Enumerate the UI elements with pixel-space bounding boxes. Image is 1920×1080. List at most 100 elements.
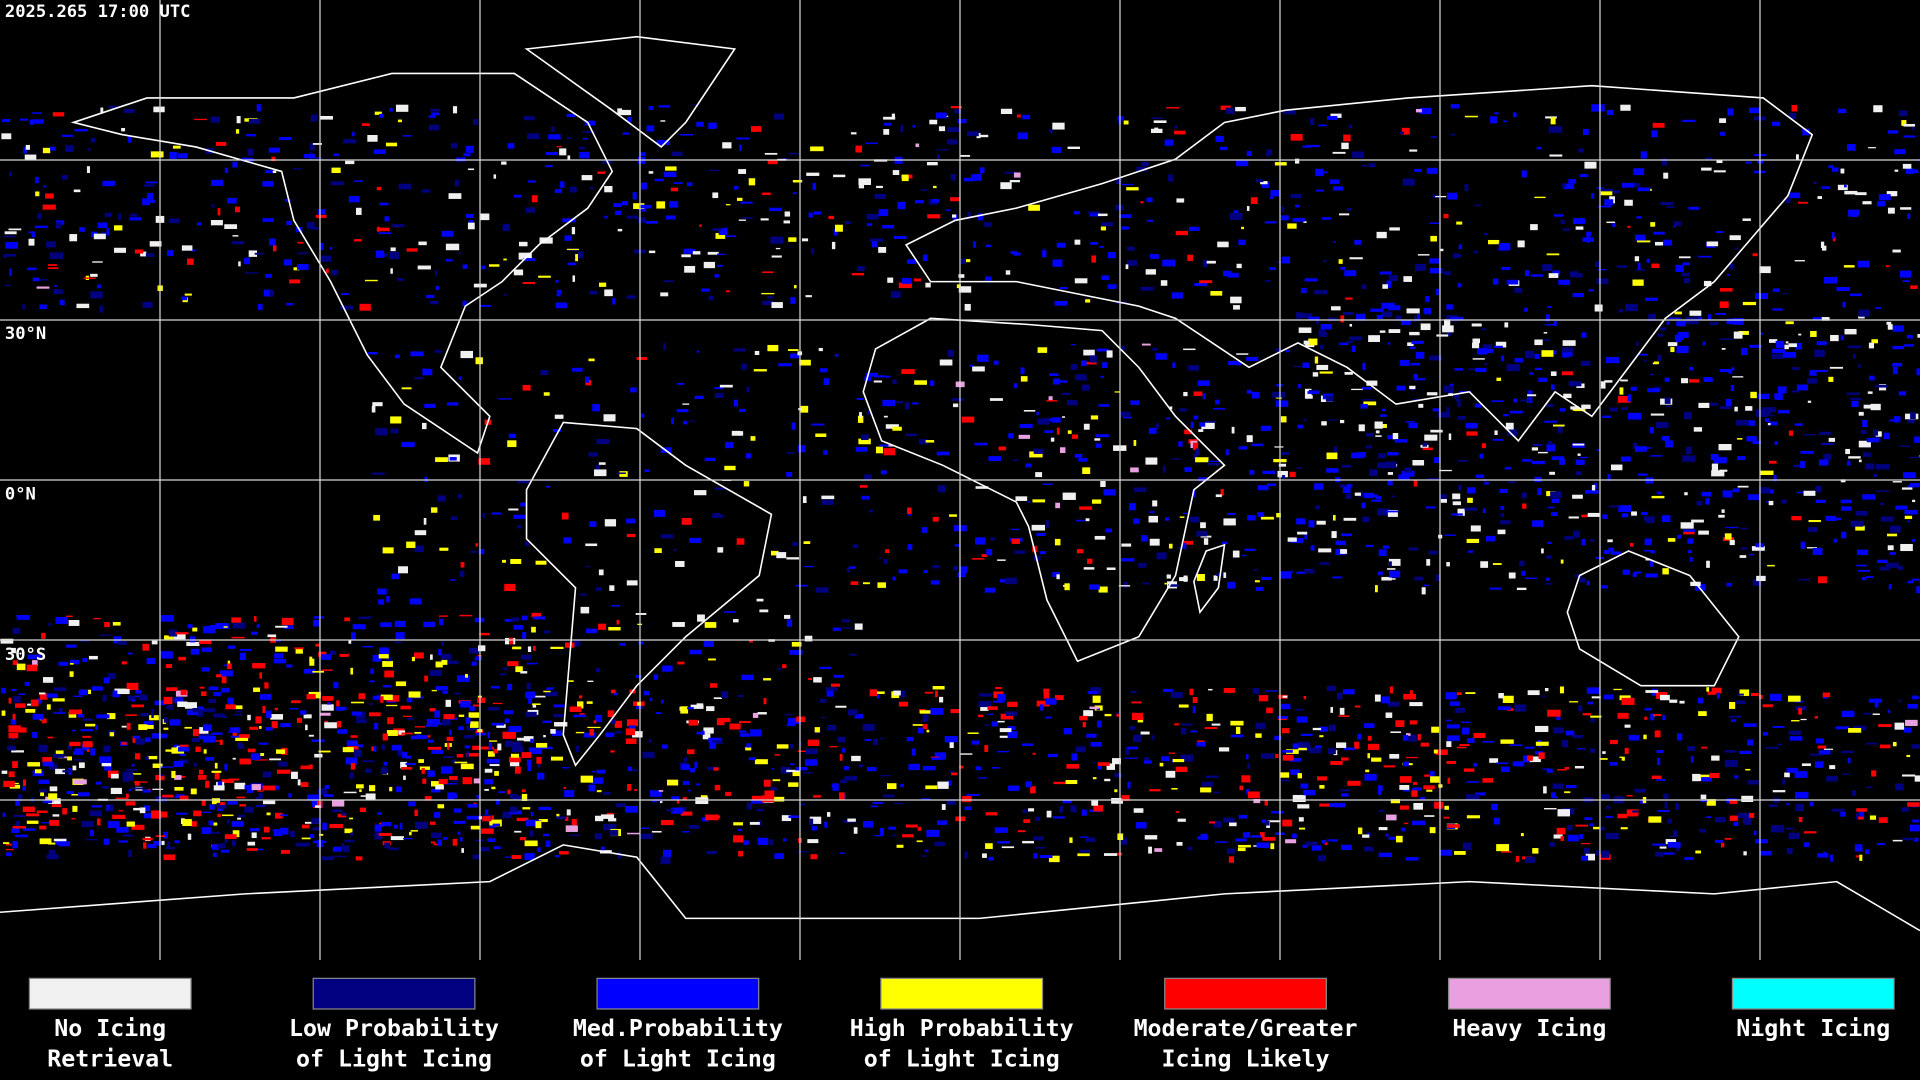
icing-patch	[994, 827, 1008, 833]
icing-patch	[1508, 572, 1516, 579]
icing-patch	[885, 549, 890, 553]
icing-patch	[466, 751, 469, 758]
icing-patch	[1880, 502, 1885, 506]
icing-patch	[24, 681, 30, 686]
icing-patch	[1595, 850, 1599, 856]
icing-patch	[641, 827, 649, 830]
icing-patch	[589, 290, 598, 295]
icing-patch	[1446, 329, 1452, 336]
icing-patch	[1149, 511, 1155, 514]
icing-patch	[690, 704, 704, 709]
icing-patch	[833, 174, 846, 178]
icing-patch	[1319, 785, 1325, 789]
icing-patch	[1308, 316, 1320, 321]
south-america	[525, 421, 773, 767]
icing-patch	[696, 731, 703, 735]
icing-patch	[1561, 739, 1569, 748]
icing-patch	[59, 299, 65, 306]
icing-patch	[914, 200, 925, 204]
icing-patch	[93, 233, 106, 240]
icing-patch	[1190, 730, 1198, 733]
icing-patch	[1152, 347, 1158, 351]
icing-patch	[815, 433, 827, 437]
icing-patch	[1151, 735, 1155, 740]
icing-patch	[1904, 509, 1918, 515]
icing-patch	[520, 502, 528, 507]
icing-patch	[1189, 516, 1200, 523]
icing-patch	[1545, 577, 1550, 581]
icing-patch	[41, 718, 47, 724]
icing-patch	[1141, 343, 1151, 346]
icing-patch	[1898, 391, 1907, 396]
icing-patch	[1772, 348, 1786, 354]
icing-patch	[1722, 490, 1733, 498]
icing-patch	[858, 178, 872, 185]
icing-patch	[1362, 363, 1366, 371]
icing-patch	[1479, 453, 1484, 459]
icing-patch	[121, 725, 127, 728]
icing-patch	[1802, 128, 1810, 136]
icing-patch	[712, 192, 719, 199]
icing-patch	[788, 815, 799, 819]
icing-patch	[898, 569, 908, 574]
icing-patch	[1772, 790, 1786, 793]
icing-patch	[1133, 518, 1140, 524]
icing-patch	[1334, 802, 1345, 808]
icing-patch	[797, 850, 809, 853]
icing-patch	[1246, 206, 1250, 211]
icing-patch	[696, 703, 704, 707]
icing-patch	[800, 405, 809, 413]
icing-patch	[1814, 716, 1819, 719]
icing-patch	[262, 218, 274, 222]
icing-patch	[318, 750, 331, 753]
icing-patch	[1200, 833, 1208, 840]
icing-patch	[966, 131, 979, 137]
icing-patch	[16, 614, 30, 620]
icing-patch	[449, 457, 457, 461]
icing-patch	[1630, 542, 1634, 547]
icing-patch	[1168, 543, 1173, 549]
icing-patch	[1049, 129, 1053, 133]
icing-patch	[1171, 292, 1183, 299]
icing-patch	[265, 273, 272, 278]
icing-patch	[39, 838, 52, 845]
icing-patch	[1164, 582, 1167, 585]
icing-patch	[984, 222, 992, 227]
icing-patch	[1562, 352, 1569, 358]
icing-patch	[36, 698, 43, 704]
icing-patch	[131, 824, 145, 830]
icing-patch	[1846, 460, 1851, 466]
icing-patch	[1841, 531, 1847, 539]
icing-patch	[738, 721, 751, 724]
icing-patch	[1562, 228, 1570, 231]
icing-patch	[106, 804, 110, 810]
icing-patch	[1386, 568, 1396, 570]
icing-patch	[953, 566, 959, 571]
icing-patch	[1170, 692, 1183, 698]
icing-patch	[405, 755, 412, 759]
icing-patch	[1296, 518, 1306, 525]
icing-patch	[1319, 371, 1333, 374]
icing-patch	[1858, 811, 1865, 820]
icing-patch	[1567, 825, 1573, 831]
icing-patch	[254, 252, 265, 255]
icing-patch	[1279, 772, 1290, 778]
icing-patch	[1103, 489, 1116, 496]
icing-patch	[1773, 475, 1777, 482]
icing-patch	[615, 803, 626, 808]
icing-patch	[384, 842, 391, 849]
icing-patch	[1342, 486, 1351, 494]
icing-patch	[1399, 359, 1410, 366]
icing-patch	[1650, 455, 1663, 457]
icing-patch	[435, 785, 444, 790]
icing-patch	[452, 838, 458, 846]
icing-patch	[193, 762, 197, 767]
icing-patch	[1561, 183, 1566, 188]
icing-patch	[1747, 780, 1759, 785]
icing-patch	[715, 392, 724, 399]
icing-patch	[1560, 559, 1564, 564]
icing-patch	[1883, 432, 1890, 440]
icing-patch	[1429, 258, 1440, 264]
icing-patch	[473, 778, 480, 784]
icing-patch	[896, 844, 904, 848]
